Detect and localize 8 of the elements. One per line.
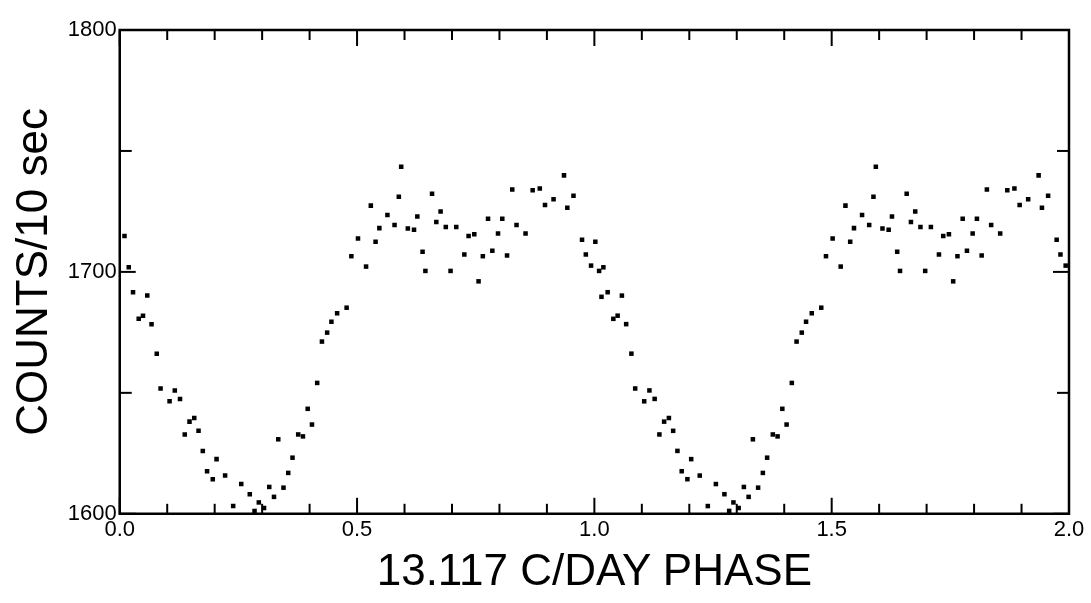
- x-axis-title: 13.117 C/DAY PHASE: [376, 544, 813, 594]
- y-tick-label: 1700: [67, 257, 117, 283]
- y-axis-title: COUNTS/10 sec: [6, 108, 56, 436]
- x-tick-label: 2.0: [1053, 516, 1085, 542]
- y-tick-label: 1800: [67, 16, 117, 42]
- x-tick-label: 1.5: [816, 516, 847, 542]
- x-tick-label: 1.0: [579, 516, 610, 542]
- x-tick-label: 0.5: [341, 516, 373, 542]
